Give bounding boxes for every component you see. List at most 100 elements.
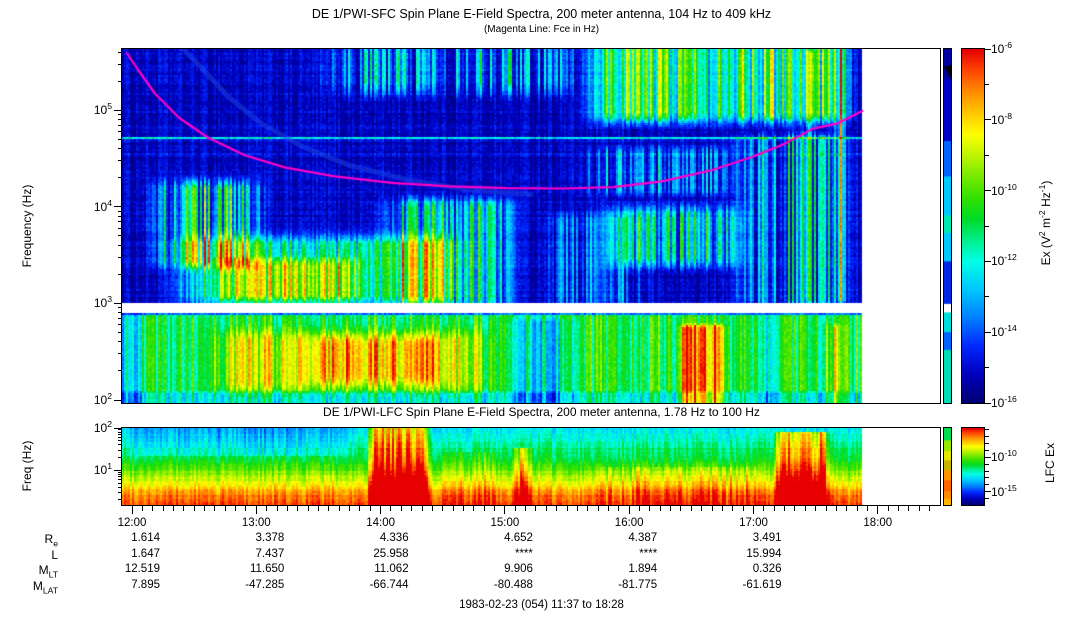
time-axis-hour-label: 15:00 bbox=[490, 517, 520, 529]
time-axis-minor-tick bbox=[297, 506, 299, 511]
time-axis-major-tick bbox=[131, 506, 133, 514]
freq-axis-major-tick bbox=[114, 469, 122, 471]
time-axis-minor-tick bbox=[804, 506, 806, 511]
sfc-freq-axis-title: Frequency (Hz) bbox=[20, 184, 34, 268]
ephemeris-value: 12.519 bbox=[124, 563, 160, 575]
colorbar-minor-tick bbox=[985, 296, 989, 298]
time-axis-minor-tick bbox=[421, 506, 423, 511]
freq-axis-major-tick bbox=[114, 109, 122, 111]
colorbar-minor-tick bbox=[985, 442, 989, 444]
time-axis-minor-tick bbox=[721, 506, 723, 511]
time-axis-minor-tick bbox=[607, 506, 609, 511]
time-axis-minor-tick bbox=[473, 506, 475, 511]
ephemeris-value: -80.488 bbox=[493, 578, 533, 591]
time-axis-minor-tick bbox=[898, 506, 900, 511]
ephemeris-value: -66.744 bbox=[369, 578, 409, 591]
sfc-colorbar-canvas bbox=[961, 48, 985, 404]
freq-axis-minor-tick bbox=[118, 429, 122, 431]
ephemeris-value: -81.775 bbox=[618, 578, 658, 591]
freq-axis-minor-tick bbox=[118, 131, 122, 133]
lfc-panel-title: DE 1/PWI-LFC Spin Plane E-Field Spectra,… bbox=[323, 405, 760, 419]
time-axis-minor-tick bbox=[670, 506, 672, 511]
time-axis-minor-tick bbox=[245, 506, 247, 511]
colorbar-major-tick bbox=[985, 119, 991, 121]
colorbar-tick-label: 10-10 bbox=[991, 448, 1017, 465]
time-axis-minor-tick bbox=[566, 506, 568, 511]
freq-axis-minor-tick bbox=[118, 119, 122, 121]
ephemeris-value: 11.650 bbox=[249, 563, 285, 575]
time-axis-minor-tick bbox=[328, 506, 330, 511]
freq-axis-minor-tick bbox=[118, 434, 122, 436]
ephemeris-row-label: MLT bbox=[38, 563, 58, 580]
colorbar-major-tick bbox=[985, 190, 991, 192]
ephemeris-row-label: MLAT bbox=[32, 578, 58, 595]
time-axis-minor-tick bbox=[204, 506, 205, 511]
time-axis-minor-tick bbox=[763, 506, 765, 511]
time-axis-minor-tick bbox=[183, 506, 185, 511]
freq-axis-minor-tick bbox=[118, 63, 122, 65]
time-axis-minor-tick bbox=[887, 506, 889, 511]
time-axis-hour-label: 14:00 bbox=[366, 517, 395, 529]
time-axis-minor-tick bbox=[846, 506, 848, 511]
freq-axis-minor-tick bbox=[118, 341, 122, 343]
time-axis-minor-tick bbox=[359, 506, 361, 511]
freq-axis-tick-label: 102 bbox=[93, 419, 112, 435]
time-axis-minor-tick bbox=[452, 506, 454, 511]
time-axis-major-tick bbox=[504, 506, 506, 514]
ephemeris-value: 7.895 bbox=[131, 578, 160, 591]
time-axis-minor-tick bbox=[587, 506, 589, 511]
colorbar-minor-tick bbox=[985, 498, 989, 500]
colorbar-major-tick bbox=[985, 402, 991, 404]
colorbar-minor-tick bbox=[985, 484, 989, 486]
freq-axis-minor-tick bbox=[118, 332, 122, 333]
time-axis-minor-tick bbox=[701, 506, 703, 511]
time-axis-major-tick bbox=[255, 506, 257, 514]
time-axis-minor-tick bbox=[576, 506, 578, 511]
colorbar-minor-tick bbox=[985, 83, 989, 85]
freq-axis-minor-tick bbox=[118, 473, 122, 475]
time-axis-minor-tick bbox=[214, 506, 216, 511]
freq-axis-tick-label: 102 bbox=[93, 391, 112, 407]
ephemeris-value: 25.958 bbox=[373, 547, 409, 560]
colorbar-minor-tick bbox=[985, 463, 989, 465]
colorbar-tick-label: 10-14 bbox=[991, 323, 1017, 340]
time-axis-minor-tick bbox=[141, 506, 143, 511]
ephemeris-value: 11.062 bbox=[374, 563, 409, 575]
colorbar-minor-tick bbox=[985, 477, 989, 479]
lfc-spectrogram-canvas bbox=[121, 427, 941, 506]
freq-axis-minor-tick bbox=[118, 80, 122, 82]
ephemeris-value: **** bbox=[639, 547, 658, 560]
time-axis-minor-tick bbox=[866, 506, 868, 511]
colorbar-tick-label: 10-6 bbox=[991, 40, 1013, 56]
time-axis-minor-tick bbox=[545, 506, 547, 511]
ephemeris-value: 15.994 bbox=[746, 547, 782, 560]
colorbar-minor-tick bbox=[985, 435, 989, 437]
time-axis-minor-tick bbox=[773, 506, 775, 511]
freq-axis-tick-label: 101 bbox=[93, 461, 112, 478]
freq-axis-minor-tick bbox=[118, 51, 122, 53]
ephemeris-value: 3.378 bbox=[255, 532, 285, 544]
time-axis-hour-label: 16:00 bbox=[614, 517, 644, 529]
freq-axis-minor-tick bbox=[118, 476, 122, 478]
time-axis-minor-tick bbox=[307, 506, 309, 511]
lfc-colorbar-title: LFC Ex bbox=[1043, 443, 1057, 484]
colorbar-minor-tick bbox=[985, 449, 989, 451]
ephemeris-value: -61.619 bbox=[742, 578, 782, 591]
time-axis-minor-tick bbox=[908, 506, 910, 511]
freq-axis-minor-tick bbox=[118, 436, 122, 438]
colorbar-major-tick bbox=[985, 491, 991, 493]
ephemeris-value: 1.647 bbox=[131, 547, 160, 560]
lfc-freq-axis-title: Freq (Hz) bbox=[20, 440, 34, 492]
ephemeris-value: 7.437 bbox=[255, 547, 285, 560]
time-axis-major-tick bbox=[877, 506, 879, 514]
time-axis-minor-tick bbox=[794, 506, 796, 511]
freq-axis-minor-tick bbox=[118, 273, 122, 275]
colorbar-tick-label: 10-8 bbox=[991, 110, 1013, 127]
ephemeris-row-label: Re bbox=[44, 532, 58, 549]
time-axis-minor-tick bbox=[649, 506, 651, 511]
freq-axis-tick-label: 105 bbox=[93, 101, 112, 118]
colorbar-major-tick bbox=[985, 260, 991, 262]
ephemeris-value: 1.614 bbox=[131, 532, 160, 544]
colorbar-major-tick bbox=[985, 48, 991, 50]
time-axis-minor-tick bbox=[400, 506, 402, 511]
